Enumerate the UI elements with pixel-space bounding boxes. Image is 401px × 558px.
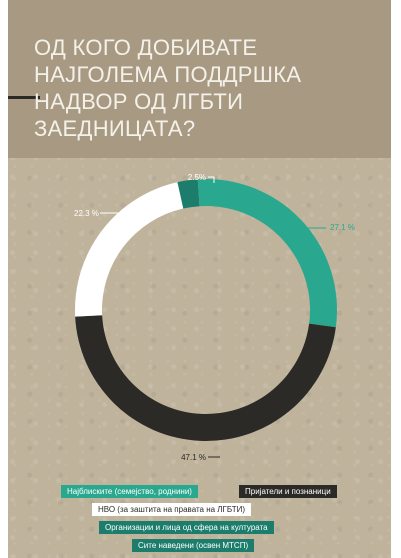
legend-item-ngo: НВО (за заштита на правата на ЛГБТИ)	[92, 503, 252, 516]
legend-item-culture: Организации и лица од сфера на културата	[99, 521, 274, 534]
chart-title: ОД КОГО ДОБИВАТЕ НАЈГОЛЕМА ПОДДРШКА НАДВ…	[34, 35, 302, 141]
legend-item-closest: Најблиските (семејство, роднини)	[61, 485, 198, 498]
label-leaders	[100, 176, 326, 458]
slice-0	[206, 179, 337, 328]
data-label-3: 2.5%	[188, 173, 206, 182]
legend-item-friends: Пријатели и познаници	[239, 485, 337, 498]
data-label-2: 22.3 %	[74, 209, 99, 218]
slice-3	[177, 179, 200, 209]
infographic-card: ОД КОГО ДОБИВАТЕ НАЈГОЛЕМА ПОДДРШКА НАДВ…	[8, 0, 391, 558]
data-labels: 27.1 % 47.1 % 22.3 % 2.5%	[74, 173, 355, 462]
legend: Најблиските (семејство, роднини) Пријате…	[8, 0, 391, 558]
slice-2	[75, 182, 184, 317]
divider-line	[8, 96, 40, 99]
slice-1	[75, 315, 336, 442]
header-band	[8, 0, 391, 158]
data-label-1: 47.1 %	[181, 453, 206, 462]
donut-slices	[75, 179, 337, 442]
slice-4	[197, 179, 206, 207]
leader-line-3	[208, 176, 215, 183]
data-label-0: 27.1 %	[330, 223, 355, 232]
legend-item-all: Сите наведени (освен МТСП)	[132, 539, 255, 552]
donut-chart: 27.1 % 47.1 % 22.3 % 2.5%	[74, 173, 355, 462]
